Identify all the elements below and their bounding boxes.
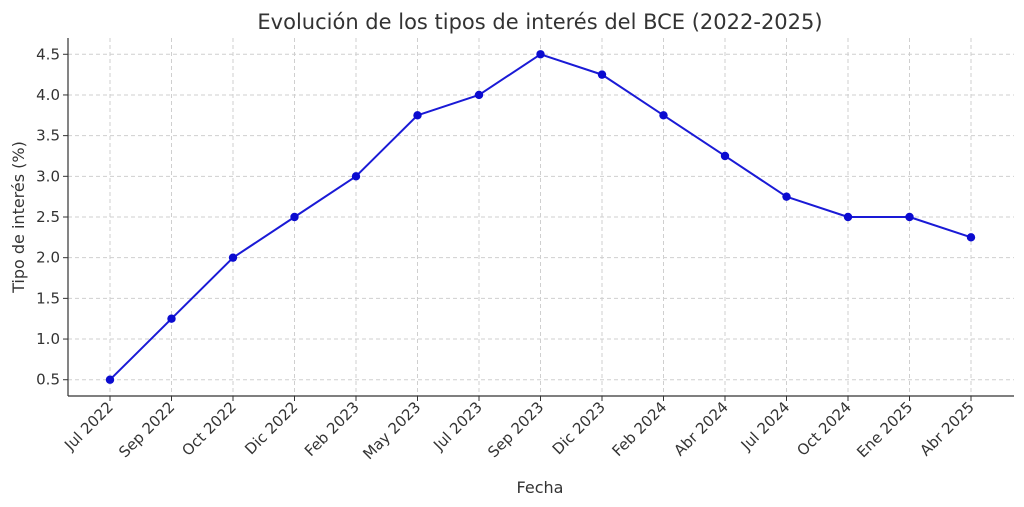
data-point [905, 212, 914, 222]
data-point [413, 111, 422, 120]
data-point [228, 253, 238, 262]
data-point [597, 70, 607, 79]
chart-title: Evolución de los tipos de interés del BC… [257, 10, 822, 34]
data-point [351, 172, 361, 181]
x-tick-label: Jul 2023 [429, 398, 486, 455]
y-tick-labels: 0.5 1.0 1.5 2.0 2.5 3.0 3.5 4.0 4.5 [36, 45, 60, 388]
x-tick-label: Feb 2023 [301, 398, 363, 460]
y-tick-label: 1.0 [36, 330, 60, 348]
x-tick-label: Oct 2024 [793, 398, 854, 459]
y-tick-label: 4.5 [36, 45, 60, 63]
y-tick-label: 0.5 [36, 371, 60, 389]
y-tick-label: 1.5 [36, 289, 60, 307]
data-point [659, 111, 668, 120]
data-point [966, 233, 976, 242]
y-tick-label: 3.5 [36, 127, 60, 145]
y-tick-label: 2.0 [36, 249, 60, 267]
x-tick-label: Dic 2023 [549, 398, 609, 458]
y-tick-label: 3.0 [36, 167, 60, 185]
data-point [782, 192, 791, 201]
series [105, 50, 976, 384]
data-point [843, 212, 853, 222]
x-tick-label: Jul 2024 [737, 398, 794, 455]
data-point [536, 50, 545, 59]
x-tick-label: Jul 2022 [60, 398, 117, 455]
x-tick-label: Abr 2025 [916, 398, 977, 459]
data-point [290, 212, 299, 222]
data-point [167, 314, 176, 323]
x-tick-label: Sep 2023 [484, 398, 547, 461]
x-tick-label: Dic 2022 [241, 398, 301, 458]
data-point [105, 375, 115, 384]
x-tick-label: May 2023 [359, 398, 424, 463]
y-tick-label: 2.5 [36, 208, 60, 226]
x-tick-label: Ene 2025 [853, 398, 916, 461]
data-point [474, 90, 484, 100]
y-tick-label: 4.0 [36, 86, 60, 104]
x-tick-label: Oct 2022 [178, 398, 239, 459]
x-tick-label: Feb 2024 [608, 398, 670, 460]
x-tick-label: Abr 2024 [670, 398, 731, 459]
x-tick-label: Sep 2022 [115, 398, 178, 461]
data-point [720, 151, 730, 161]
axes [63, 38, 1014, 401]
x-axis-label: Fecha [517, 478, 564, 497]
y-axis-label: Tipo de interés (%) [9, 141, 28, 294]
